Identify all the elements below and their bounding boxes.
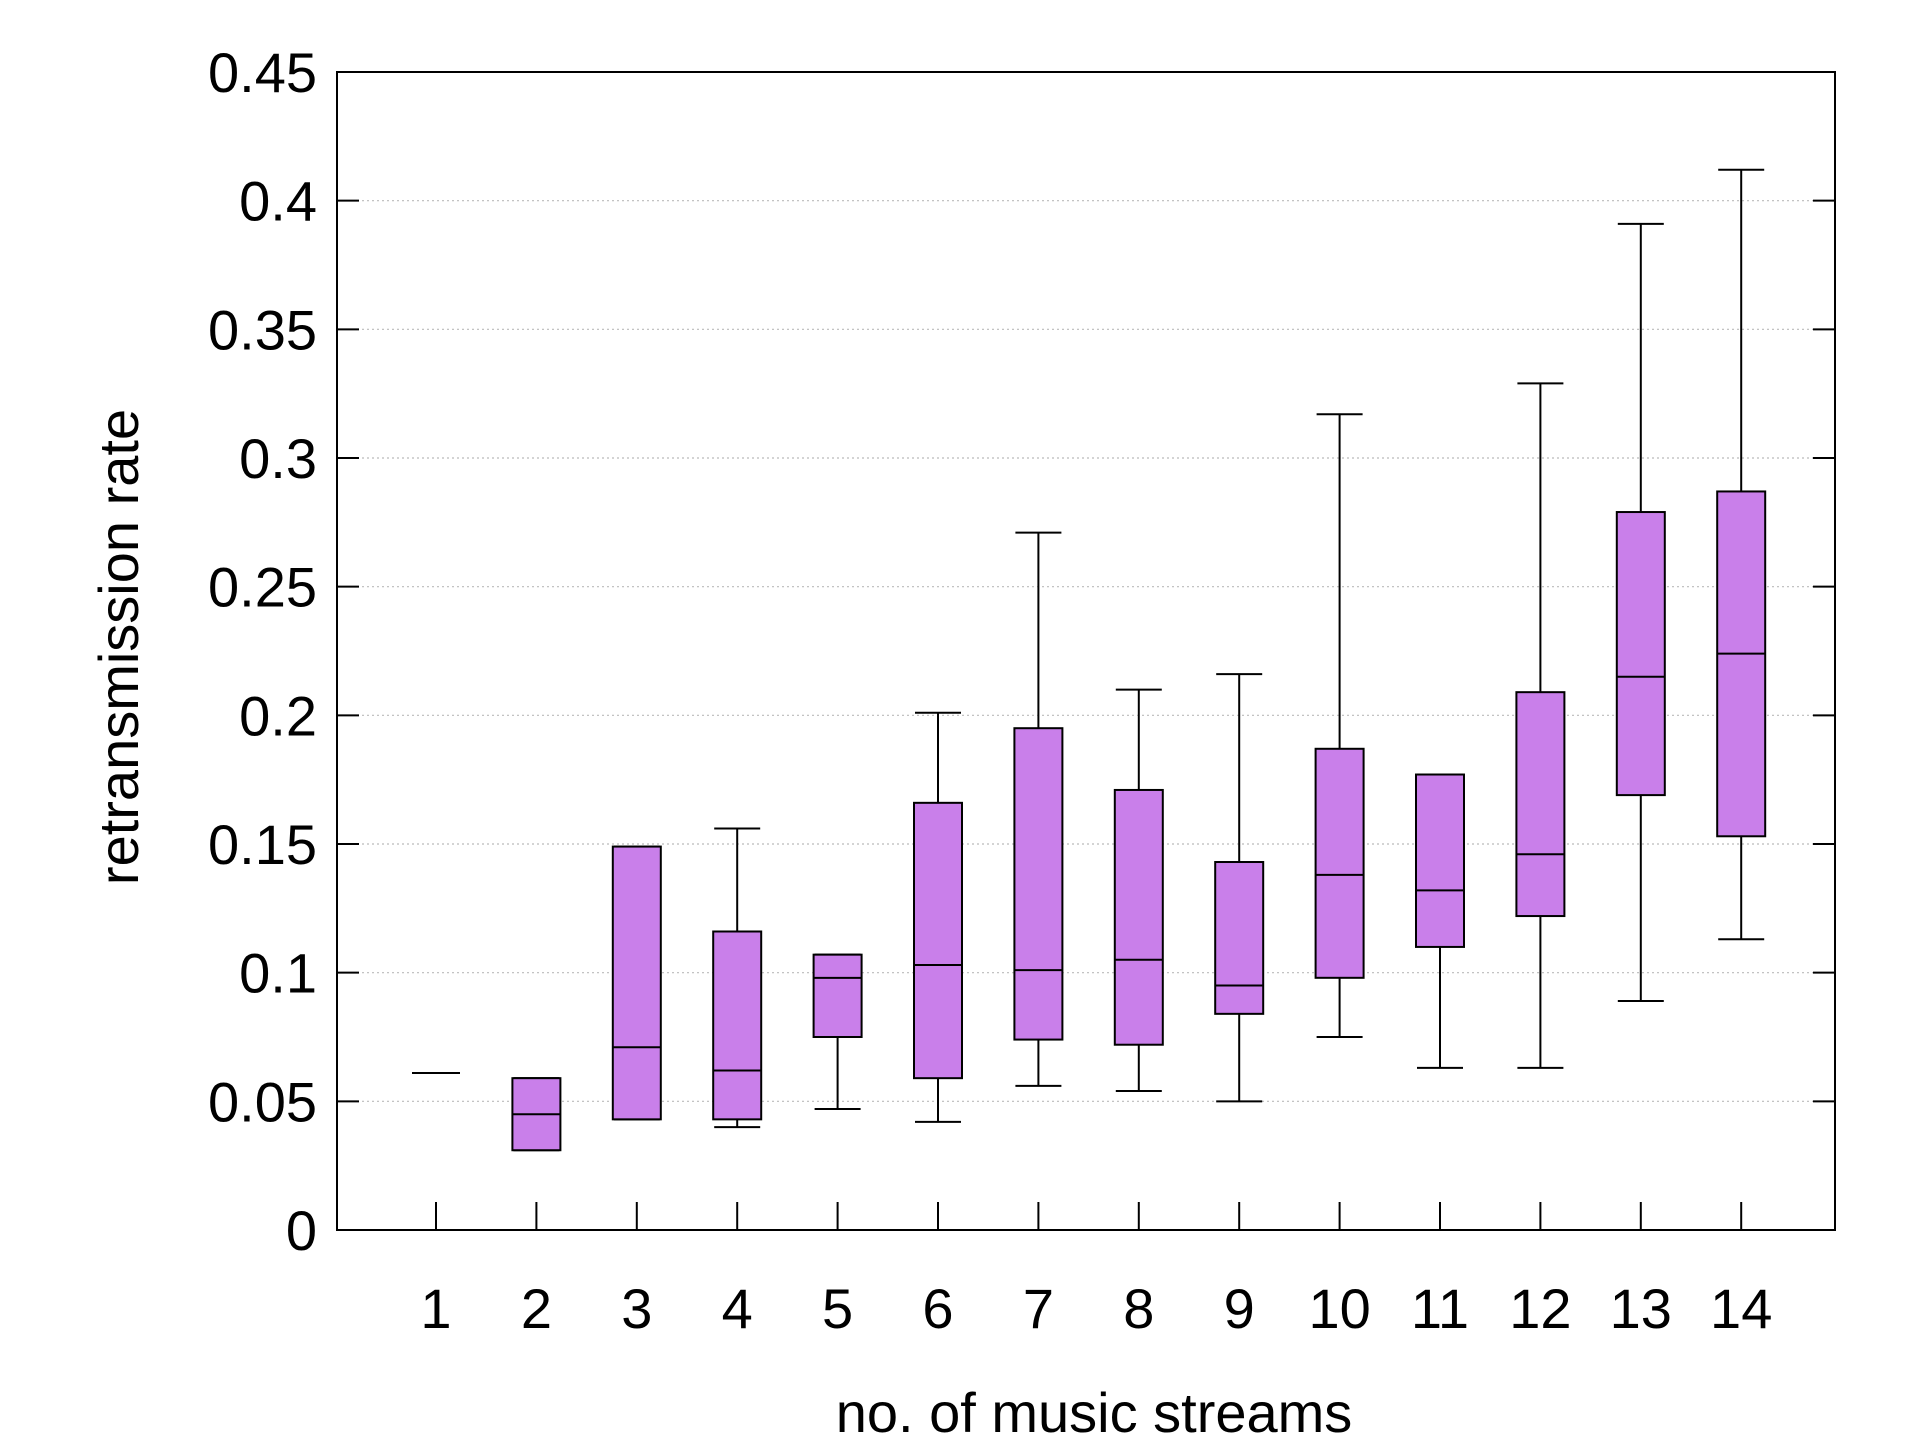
iqr-box — [1314, 747, 1365, 979]
iqr-box — [1716, 490, 1767, 838]
box-group — [712, 827, 763, 1129]
box-group — [1515, 382, 1566, 1069]
x-tick-label: 10 — [1308, 1277, 1370, 1340]
x-tick-label: 2 — [521, 1277, 552, 1340]
y-tick-label: 0.15 — [208, 813, 317, 876]
boxes — [412, 168, 1767, 1152]
box-group — [1615, 222, 1666, 1002]
box-group — [1113, 688, 1164, 1093]
y-tick-label: 0.2 — [239, 684, 317, 747]
x-tick-label: 12 — [1509, 1277, 1571, 1340]
box-group — [913, 711, 963, 1123]
box-group — [812, 953, 863, 1111]
box-group — [1013, 531, 1064, 1087]
x-tick-label: 3 — [621, 1277, 652, 1340]
y-tick-label: 0.25 — [208, 556, 317, 619]
iqr-box — [1415, 773, 1465, 948]
box-group — [1214, 673, 1265, 1103]
x-tick-label: 13 — [1610, 1277, 1672, 1340]
y-tick-label: 0.05 — [208, 1070, 317, 1133]
y-tick-label: 0 — [286, 1199, 317, 1262]
iqr-box — [1214, 861, 1265, 1015]
iqr-box — [611, 845, 662, 1121]
plot-frame — [336, 71, 1836, 1231]
box-group — [1314, 413, 1365, 1038]
y-tick-label: 0.4 — [239, 170, 317, 233]
grid-lines — [337, 200, 1835, 1102]
box-group — [611, 845, 662, 1121]
iqr-box — [1013, 727, 1064, 1041]
x-tick-label: 6 — [922, 1277, 953, 1340]
x-axis-title: no. of music streams — [836, 1381, 1353, 1440]
y-tick-label: 0.3 — [239, 427, 317, 490]
iqr-box — [1515, 691, 1566, 918]
iqr-box — [812, 953, 863, 1038]
iqr-box — [1615, 511, 1666, 797]
y-tick-label: 0.1 — [239, 942, 317, 1005]
x-tick-label: 11 — [1411, 1277, 1469, 1340]
iqr-box — [712, 930, 763, 1121]
x-tick-label: 14 — [1710, 1277, 1772, 1340]
axis-ticks — [337, 71, 1835, 1231]
x-tick-label: 1 — [420, 1277, 451, 1340]
x-tick-label: 9 — [1224, 1277, 1255, 1340]
x-tick-label: 7 — [1023, 1277, 1054, 1340]
box-group — [511, 1077, 562, 1152]
box-group — [1415, 773, 1465, 1069]
iqr-box — [913, 801, 963, 1080]
y-tick-labels: 0 0.05 0.1 0.15 0.2 0.25 0.3 0.35 0.4 0.45 — [208, 41, 317, 1262]
y-axis-title: retransmission rate — [87, 409, 150, 885]
iqr-box — [1113, 788, 1164, 1046]
x-tick-labels: 1 2 3 4 5 6 7 8 9 10 11 12 13 14 — [420, 1277, 1772, 1340]
x-tick-label: 8 — [1123, 1277, 1154, 1340]
box-group — [1716, 168, 1767, 941]
y-tick-label: 0.45 — [208, 41, 317, 104]
x-tick-label: 4 — [722, 1277, 753, 1340]
y-tick-label: 0.35 — [208, 298, 317, 361]
x-tick-label: 5 — [822, 1277, 853, 1340]
